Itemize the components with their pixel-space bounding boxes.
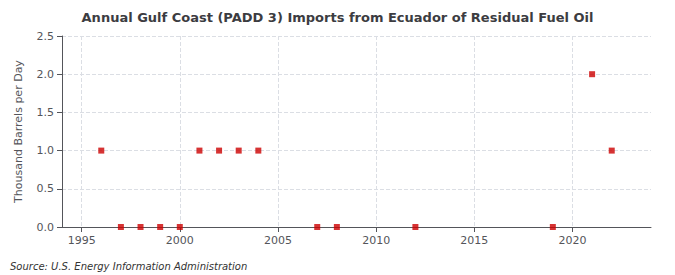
- svg-text:1.0: 1.0: [37, 144, 55, 157]
- svg-text:2.0: 2.0: [37, 68, 55, 81]
- svg-text:Source: U.S. Energy Informatio: Source: U.S. Energy Information Administ…: [10, 261, 247, 272]
- svg-text:2020: 2020: [558, 234, 586, 247]
- svg-text:0.5: 0.5: [37, 182, 55, 195]
- svg-text:Annual Gulf Coast (PADD 3) Imp: Annual Gulf Coast (PADD 3) Imports from …: [82, 10, 594, 25]
- svg-text:1995: 1995: [68, 234, 96, 247]
- svg-text:2000: 2000: [166, 234, 194, 247]
- svg-text:2010: 2010: [362, 234, 390, 247]
- svg-text:1.5: 1.5: [37, 106, 55, 119]
- svg-text:2005: 2005: [264, 234, 292, 247]
- svg-text:2015: 2015: [460, 234, 488, 247]
- svg-text:0.0: 0.0: [37, 221, 55, 234]
- svg-text:Thousand Barrels per Day: Thousand Barrels per Day: [12, 60, 25, 204]
- svg-text:2.5: 2.5: [37, 30, 55, 43]
